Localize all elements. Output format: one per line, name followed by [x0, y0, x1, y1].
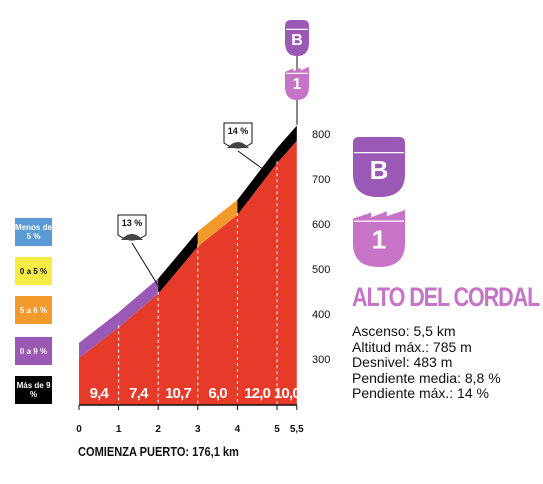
x-tick-label: 2 [155, 424, 161, 435]
profile-top-line [78, 124, 298, 343]
gradient-label: 9,4 [90, 385, 110, 402]
gradient-band [197, 199, 238, 247]
category-letter-badge-small: B [285, 20, 309, 56]
gradient-band [277, 124, 297, 164]
stat-average-gradient: Pendiente media: 8,8 % [352, 369, 501, 386]
gradient-label: 10,7 [165, 385, 191, 402]
stat-elevation-gain: Desnivel: 483 m [352, 354, 453, 370]
x-tick-label: 1 [116, 424, 122, 435]
gradient-band [118, 277, 159, 328]
gradient-labels: 9,4 7,4 10,7 6,0 12,0 10,0 13 % 14 % [90, 122, 301, 402]
category-badges: B 1 B 1 [285, 20, 406, 267]
y-tick-label: 700 [312, 174, 330, 186]
legend-item-5-6: 5 a 6 % [15, 296, 52, 324]
callout-leader [237, 150, 266, 172]
profile-fill [79, 140, 297, 405]
callout-slope-icon [227, 142, 249, 148]
gradient-band [79, 311, 119, 359]
gradient-label: 7,4 [129, 385, 149, 402]
start-label: COMIENZA PUERTO: 176,1 km [78, 444, 239, 459]
gradient-band [158, 230, 198, 294]
category-number-badge-small: 1 [285, 66, 309, 100]
x-tick-label: 3 [195, 424, 201, 435]
stat-max-gradient: Pendiente máx.: 14 % [352, 385, 489, 401]
max-gradient-callout: 14 % [223, 122, 266, 172]
legend-item-less-5: Menos de 5 % [15, 218, 52, 246]
y-tick-label: 600 [312, 219, 330, 231]
x-tick-label: 4 [235, 424, 241, 435]
badge-shape [353, 209, 406, 267]
callout-label: 14 % [228, 126, 249, 136]
y-tick-label: 500 [312, 264, 330, 276]
y-tick-label: 800 [312, 129, 330, 141]
x-tick-label: 0 [76, 424, 82, 435]
y-tick-label: 400 [312, 309, 330, 321]
badge-text: 1 [372, 224, 386, 254]
stat-max-altitude: Altitud máx.: 785 m [352, 338, 472, 355]
badge-text: 1 [293, 76, 302, 93]
callout-slope-icon [121, 234, 143, 240]
category-letter-badge: B [353, 137, 405, 197]
gradient-label: 6,0 [208, 385, 227, 402]
x-tick-label: 5,5 [290, 424, 304, 435]
profile-area [78, 124, 298, 405]
gradient-label: 10,0 [274, 385, 300, 402]
y-tick-label: 300 [312, 354, 330, 366]
max-gradient-callout: 13 % [117, 214, 159, 287]
legend-item-0-9: 0 a 9 % [15, 337, 52, 365]
climb-name: ALTO DEL CORDAL [352, 282, 540, 312]
legend-item-0-5: 0 a 5 % [15, 257, 52, 285]
axis-ticks: 0 1 2 3 4 5 5,5 300 400 500 600 700 800 [76, 129, 330, 435]
x-tick-label: 5 [274, 424, 280, 435]
badge-text: B [291, 32, 303, 49]
badge-shape [285, 66, 309, 100]
callout-label: 13 % [122, 218, 143, 228]
badge-text: B [370, 155, 389, 185]
stat-ascent: Ascenso: 5,5 km [352, 323, 456, 339]
callout-leader [131, 242, 159, 287]
climb-stats: Ascenso: 5,5 km Altitud máx.: 785 m Desn… [352, 323, 501, 402]
category-number-badge: 1 [353, 209, 406, 267]
gradient-label: 12,0 [244, 385, 270, 402]
gradient-band [237, 147, 277, 215]
legend-item-more-9: Más de 9 % [15, 376, 52, 404]
